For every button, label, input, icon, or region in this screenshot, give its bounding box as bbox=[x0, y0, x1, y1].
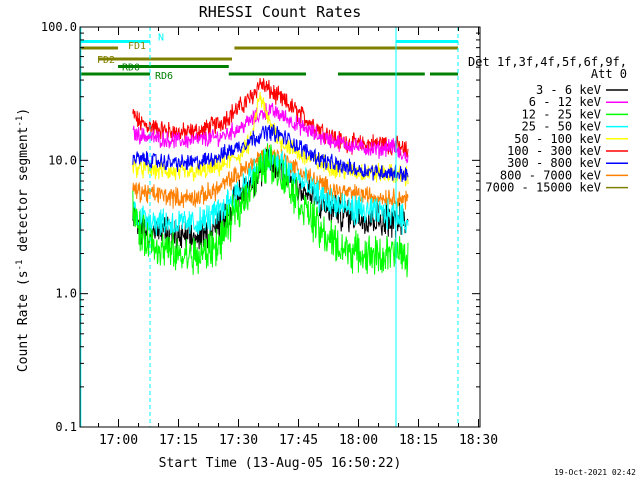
legend-label: 7000 - 15000 keV bbox=[485, 181, 601, 195]
series-layer bbox=[132, 77, 409, 278]
y-axis-label-superscript: -1 bbox=[15, 260, 25, 271]
x-tick-label: 17:15 bbox=[159, 433, 198, 448]
state-bar-label: RD6 bbox=[155, 71, 173, 82]
legend-label: 50 - 100 keV bbox=[514, 132, 601, 146]
series-line-300-800-kev bbox=[132, 124, 409, 183]
y-axis: 0.1 1.0 10.0 100.0 bbox=[41, 20, 480, 434]
legend-header: Det 1f,3f,4f,5f,6f,9f, bbox=[468, 55, 627, 69]
legend-label: 300 - 800 keV bbox=[507, 156, 601, 170]
state-bar-label: RD0 bbox=[122, 63, 140, 74]
plot-frame bbox=[79, 26, 481, 428]
y-axis-label-superscript: -1 bbox=[15, 116, 25, 127]
legend: Det 1f,3f,4f,5f,6f,9f, Att 0 3 - 6 keV6 … bbox=[468, 55, 628, 195]
y-axis-label-part: detector segment bbox=[16, 127, 31, 260]
y-tick-label: 10.0 bbox=[48, 153, 77, 167]
x-tick-label: 17:00 bbox=[99, 433, 138, 448]
legend-label: 25 - 50 keV bbox=[522, 120, 601, 134]
state-bar-label: FD1 bbox=[128, 41, 146, 52]
legend-label: 3 - 6 keV bbox=[536, 83, 601, 97]
x-tick-label: 17:30 bbox=[219, 433, 258, 448]
x-axis: 17:00 17:15 17:30 17:45 18:00 18:15 18:30 bbox=[98, 27, 498, 448]
footer-timestamp: 19-Oct-2021 02:42 bbox=[554, 468, 636, 477]
vertical-marker-lines bbox=[80, 27, 459, 427]
state-bar-label: N bbox=[158, 33, 164, 44]
legend-label: 6 - 12 keV bbox=[529, 95, 601, 109]
y-tick-label: 1.0 bbox=[55, 287, 77, 301]
x-axis-label: Start Time (13-Aug-05 16:50:22) bbox=[159, 456, 402, 471]
y-axis-label-part: ) bbox=[16, 108, 31, 116]
x-tick-label: 18:30 bbox=[459, 433, 498, 448]
x-tick-label: 18:15 bbox=[399, 433, 438, 448]
y-axis-label: Count Rate (s-1 detector segment-1) bbox=[15, 108, 31, 372]
legend-label: 100 - 300 keV bbox=[507, 144, 601, 158]
series-line-3-6-kev bbox=[132, 147, 409, 255]
x-tick-label: 18:00 bbox=[339, 433, 378, 448]
x-tick-label: 17:45 bbox=[279, 433, 318, 448]
legend-label: 800 - 7000 keV bbox=[500, 168, 601, 182]
y-axis-label-part: Count Rate (s bbox=[16, 270, 31, 372]
series-line-12-25-kev bbox=[132, 143, 409, 278]
chart-title: RHESSI Count Rates bbox=[199, 3, 362, 21]
series-line-25-50-kev bbox=[132, 147, 409, 236]
legend-header: Att 0 bbox=[591, 67, 627, 81]
attenuator-state-bars: N FD1 FD2 RD0 RD6 bbox=[80, 33, 458, 82]
state-bar-label: FD2 bbox=[97, 55, 115, 66]
series-line-6-12-kev bbox=[132, 102, 409, 164]
y-tick-label: 100.0 bbox=[41, 20, 77, 34]
y-tick-label: 0.1 bbox=[55, 420, 77, 434]
legend-label: 12 - 25 keV bbox=[522, 107, 601, 121]
